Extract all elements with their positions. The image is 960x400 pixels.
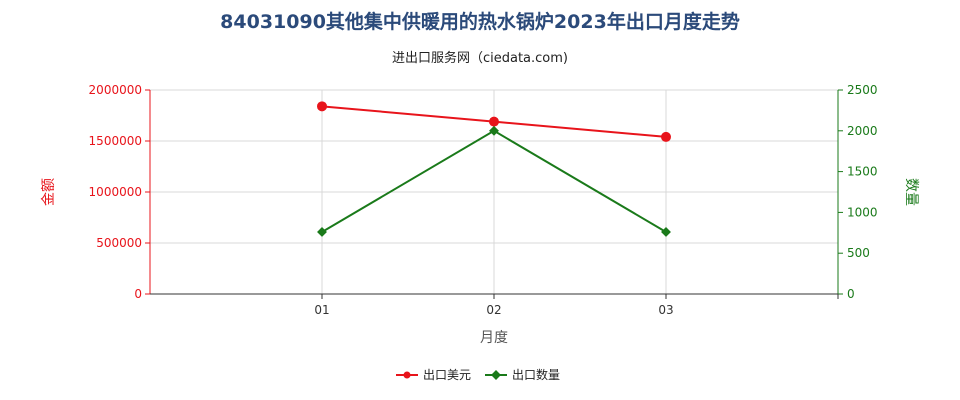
y-tick-right-label: 2500 (847, 83, 878, 97)
y-tick-right-label: 2000 (847, 124, 878, 138)
data-point-0 (317, 101, 327, 112)
y-tick-right-label: 500 (847, 246, 870, 260)
y-tick-right-label: 1000 (847, 205, 878, 219)
y-axis-left-title: 金额 (41, 178, 57, 206)
legend: 出口美元 出口数量 (396, 367, 560, 382)
legend-label-qty: 出口数量 (512, 367, 560, 382)
legend-item-usd[interactable]: 出口美元 (396, 368, 471, 382)
y-tick-left-label: 1000000 (89, 185, 142, 199)
y-axis-right-title: 数量 (903, 178, 919, 206)
legend-marker-usd (403, 371, 411, 379)
legend-marker-qty (491, 370, 501, 380)
data-point-1 (661, 227, 671, 237)
data-point-1 (489, 125, 499, 136)
chart-title: 84031090其他集中供暖用的热水锅炉2023年出口月度走势 (220, 10, 740, 33)
ticks: 0 500000 1000000 1500000 2000000 0 500 1000 1500… (89, 83, 878, 317)
legend-label-usd: 出口美元 (423, 368, 471, 382)
y-tick-left-label: 500000 (96, 236, 142, 250)
y-tick-left-label: 1500000 (89, 134, 142, 148)
x-tick-label: 01 (314, 303, 329, 317)
x-tick-label: 03 (658, 303, 673, 317)
y-tick-right-label: 0 (847, 287, 855, 301)
x-axis-title: 月度 (480, 330, 508, 346)
y-tick-right-label: 1500 (847, 165, 878, 179)
x-tick-label: 02 (486, 303, 501, 317)
y-tick-left-label: 0 (134, 287, 142, 301)
data-point-0 (489, 116, 499, 127)
chart-subtitle: 进出口服务网（ciedata.com) (392, 50, 568, 66)
series-layer (317, 101, 671, 237)
data-point-1 (317, 227, 327, 237)
data-point-0 (661, 131, 671, 142)
legend-item-qty[interactable]: 出口数量 (485, 367, 560, 382)
y-tick-left-label: 2000000 (89, 83, 142, 97)
